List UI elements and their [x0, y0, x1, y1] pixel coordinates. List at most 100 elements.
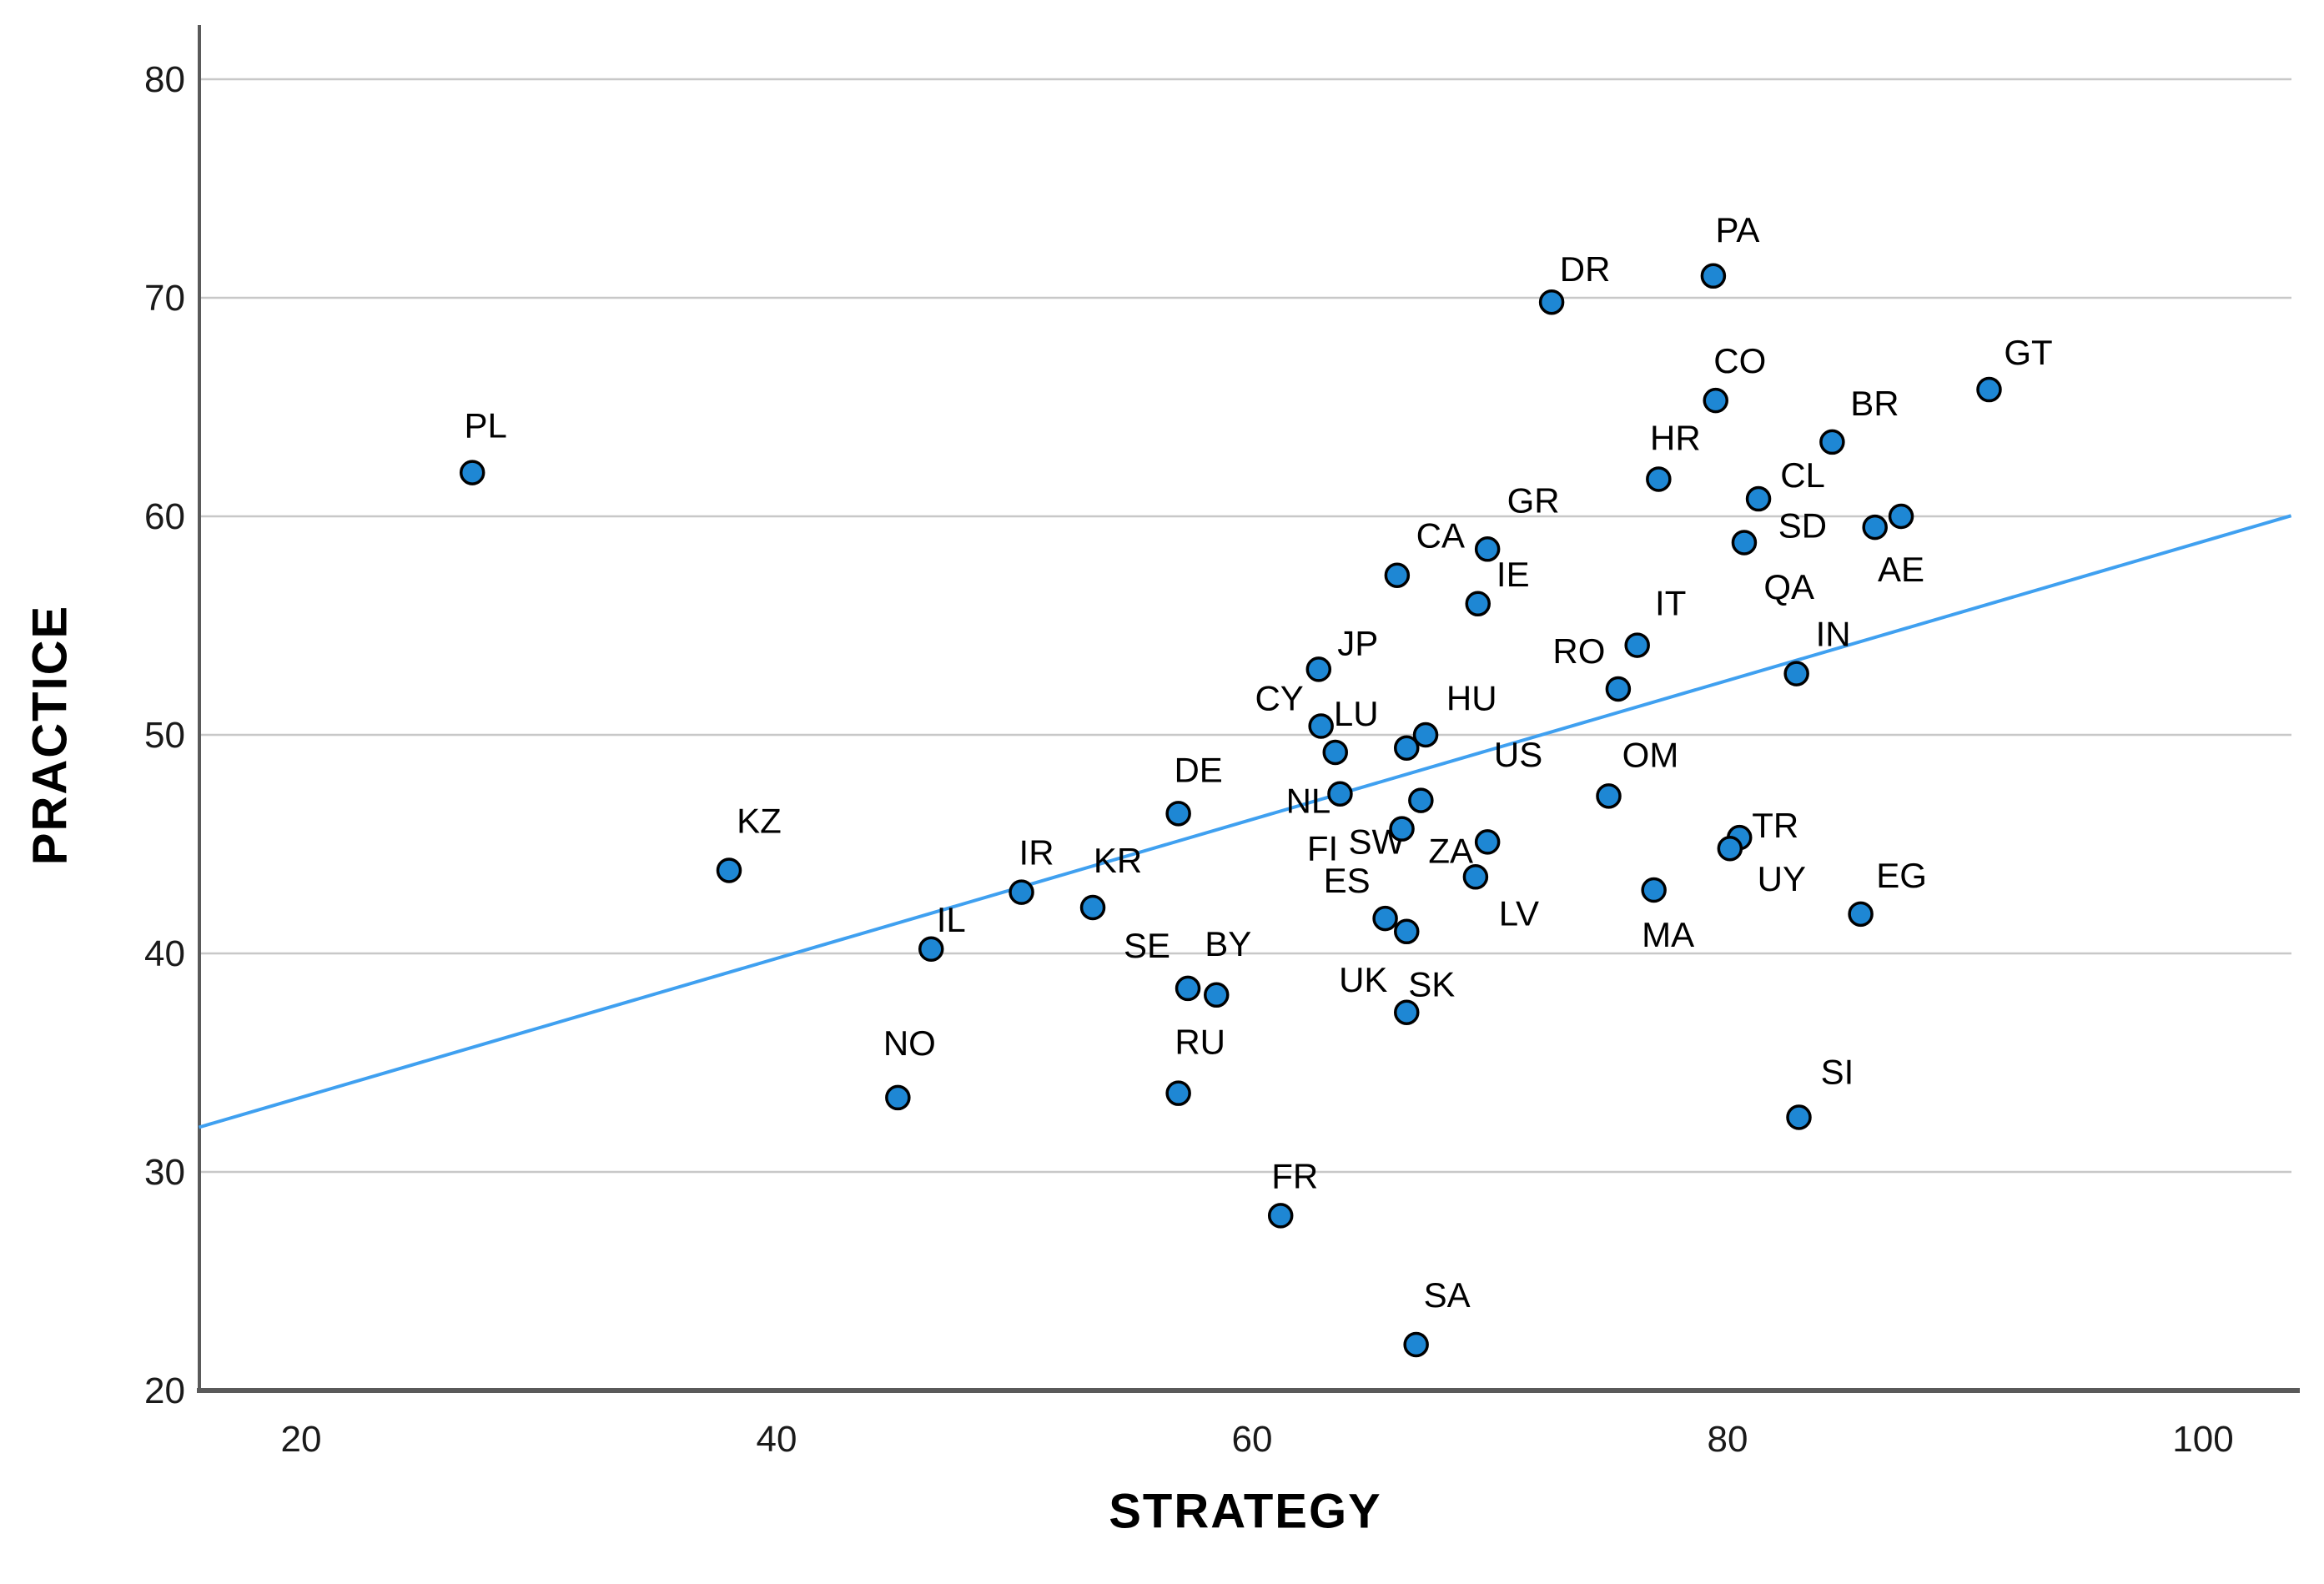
x-tick-label: 40 — [757, 1419, 797, 1460]
data-point-dot-FR — [1267, 1203, 1294, 1229]
data-point-dot-SK — [1394, 999, 1420, 1025]
data-point-dot-ZA — [1474, 829, 1501, 855]
data-point-label-CY: CY — [1255, 679, 1303, 718]
x-tick-label: 20 — [281, 1419, 322, 1460]
data-point-label-NL: NL — [1286, 782, 1331, 821]
data-point-dot-AE — [1888, 503, 1914, 530]
data-point-label-US: US — [1494, 735, 1542, 774]
data-point-label-HU: HU — [1446, 679, 1497, 718]
data-point-label-SI: SI — [1821, 1053, 1854, 1092]
data-point-dot-CL — [1745, 485, 1772, 512]
data-point-label-OM: OM — [1622, 735, 1679, 774]
data-point-dot-IN — [1783, 661, 1809, 686]
data-point-dot-GT — [1976, 376, 2002, 403]
data-point-label-LU: LU — [1334, 694, 1379, 733]
data-point-label-ZA: ZA — [1428, 831, 1473, 870]
trend-line — [198, 514, 2292, 1129]
data-point-dot-RU — [1165, 1080, 1191, 1106]
data-point-label-IL: IL — [937, 900, 966, 939]
y-tick-label: 80 — [144, 59, 185, 100]
data-point-label-EG: EG — [1876, 856, 1927, 895]
data-point-dot-OM — [1596, 783, 1622, 809]
data-point-dot-EG — [1848, 901, 1874, 928]
data-point-dot-LV — [1462, 864, 1489, 890]
data-point-label-SE: SE — [1124, 926, 1170, 965]
data-point-dot-SD — [1731, 530, 1758, 556]
data-point-label-UY: UY — [1758, 859, 1806, 898]
data-point-dot-HR — [1646, 466, 1672, 492]
data-point-dot-KZ — [716, 857, 742, 883]
data-point-label-TR: TR — [1752, 806, 1798, 845]
data-point-label-IT: IT — [1655, 584, 1686, 623]
data-point-dot-IR — [1009, 879, 1034, 905]
data-point-dot-IE — [1465, 591, 1491, 617]
data-point-dot-SA — [1403, 1331, 1429, 1358]
data-point-dot-ES — [1372, 905, 1398, 932]
data-point-label-JP: JP — [1337, 623, 1378, 662]
data-point-dot-UK — [1394, 918, 1420, 945]
data-point-dot-MA — [1641, 877, 1667, 903]
x-tick-label: 80 — [1708, 1419, 1748, 1460]
data-point-dot-US — [1412, 722, 1439, 748]
data-point-label-KR: KR — [1094, 841, 1142, 880]
y-tick-label: 40 — [144, 933, 185, 974]
data-point-label-BY: BY — [1205, 924, 1251, 963]
data-point-label-HR: HR — [1650, 418, 1701, 457]
data-point-dot-KR — [1079, 894, 1106, 921]
x-tick-label: 60 — [1232, 1419, 1273, 1460]
data-point-dot-FI — [1389, 816, 1415, 842]
data-point-dot-PA — [1700, 263, 1727, 289]
data-point-label-DE: DE — [1174, 750, 1222, 789]
data-point-dot-NL — [1327, 781, 1353, 807]
data-point-label-SD: SD — [1778, 505, 1827, 545]
data-point-label-FR: FR — [1271, 1156, 1318, 1195]
data-point-dot-DR — [1538, 289, 1565, 315]
data-point-label-RU: RU — [1175, 1023, 1225, 1062]
data-point-dot-CO — [1703, 387, 1728, 414]
data-point-label-FI: FI — [1307, 829, 1338, 868]
data-point-dot-RO — [1605, 676, 1632, 702]
data-point-label-CO: CO — [1713, 341, 1766, 380]
y-tick-label: 50 — [144, 715, 185, 756]
data-point-label-KZ: KZ — [737, 801, 782, 840]
data-point-label-CL: CL — [1780, 455, 1825, 495]
data-point-label-BR: BR — [1850, 384, 1899, 423]
data-point-label-LV: LV — [1499, 893, 1539, 933]
data-point-label-GT: GT — [2004, 333, 2052, 372]
data-point-dot-IL — [918, 936, 944, 963]
y-tick-label: 70 — [144, 278, 185, 319]
data-point-label-PA: PA — [1715, 210, 1759, 249]
x-axis-title: STRATEGY — [1109, 1484, 1382, 1539]
data-point-dot-UY — [1717, 835, 1743, 862]
y-axis-title: PRACTICE — [23, 604, 78, 866]
data-point-label-GR: GR — [1507, 480, 1560, 520]
data-point-label-ES: ES — [1324, 861, 1371, 900]
data-point-dot-JP — [1305, 656, 1332, 682]
data-point-label-NO: NO — [883, 1023, 936, 1063]
y-tick-label: 20 — [144, 1370, 185, 1411]
data-point-label-CA: CA — [1416, 516, 1465, 556]
data-point-dot-CY — [1308, 713, 1334, 739]
data-point-label-AE: AE — [1878, 550, 1924, 589]
data-point-dot-NO — [885, 1084, 911, 1111]
data-point-dot-SE — [1175, 975, 1201, 1002]
data-point-dot-IT — [1624, 632, 1650, 658]
y-tick-label: 60 — [144, 496, 185, 537]
data-point-dot-SW — [1408, 787, 1434, 813]
data-point-label-RO: RO — [1552, 631, 1605, 671]
data-point-dot-PL — [459, 460, 485, 485]
data-point-label-SA: SA — [1424, 1275, 1471, 1315]
data-point-dot-BR — [1819, 429, 1845, 455]
data-point-label-MA: MA — [1642, 915, 1694, 954]
data-point-label-IR: IR — [1019, 833, 1054, 872]
data-point-dot-GR — [1474, 536, 1501, 562]
data-point-dot-LU — [1322, 739, 1348, 766]
data-point-label-IN: IN — [1816, 615, 1851, 654]
data-point-dot-CA — [1384, 562, 1411, 588]
data-point-label-SK: SK — [1408, 965, 1455, 1004]
data-point-label-IE: IE — [1497, 555, 1530, 594]
data-point-dot-DE — [1165, 801, 1191, 827]
x-tick-label: 100 — [2172, 1419, 2233, 1460]
